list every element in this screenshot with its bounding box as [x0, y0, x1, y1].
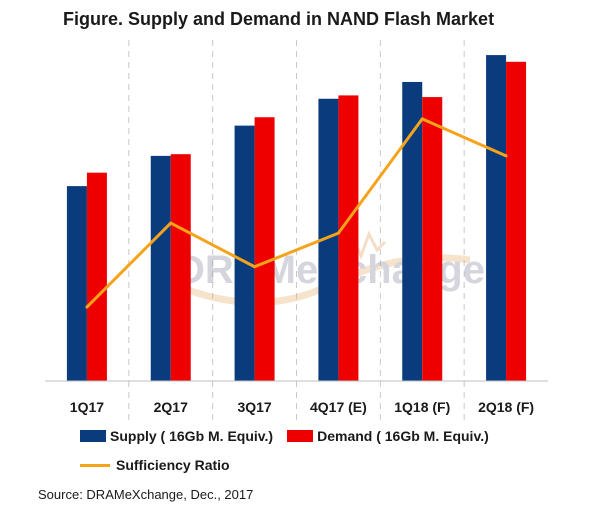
legend-label-supply: Supply ( 16Gb M. Equiv.): [110, 428, 274, 444]
sufficiency-ratio-point: [253, 265, 257, 269]
legend-row-1: Supply ( 16Gb M. Equiv.) Demand ( 16Gb M…: [80, 428, 489, 444]
bar-demand: [338, 95, 359, 382]
legend-label-demand: Demand ( 16Gb M. Equiv.): [317, 428, 489, 444]
legend-swatch-supply: [80, 430, 106, 442]
legend-label-sufficiency: Sufficiency Ratio: [116, 457, 230, 473]
bar-demand: [254, 117, 275, 382]
bar-demand: [422, 97, 443, 381]
x-tick-label: 3Q17: [237, 399, 271, 415]
legend-swatch-sufficiency: [80, 463, 110, 467]
x-tick-label: 2Q18 (F): [478, 399, 534, 415]
sufficiency-ratio-point: [169, 221, 173, 225]
bar-demand: [506, 61, 527, 382]
x-tick-labels: 1Q17 2Q17 3Q17 4Q17 (E) 1Q18 (F) 2Q18 (F): [70, 399, 534, 415]
x-tick-label: 1Q17: [70, 399, 104, 415]
bar-demand: [86, 172, 107, 381]
category-separators: [128, 40, 465, 420]
chart-title: Figure. Supply and Demand in NAND Flash …: [63, 9, 495, 29]
source-note: Source: DRAMeXchange, Dec., 2017: [38, 487, 254, 502]
sufficiency-ratio-point: [504, 154, 508, 158]
x-tick-label: 1Q18 (F): [394, 399, 450, 415]
bars: [66, 55, 527, 382]
sufficiency-ratio-point: [85, 305, 89, 309]
bar-supply: [486, 55, 507, 382]
bar-supply: [234, 125, 255, 381]
bar-supply: [318, 98, 339, 381]
sufficiency-ratio-point: [420, 117, 424, 121]
sufficiency-ratio-point: [336, 231, 340, 235]
bar-supply: [150, 155, 171, 381]
bar-supply: [66, 186, 87, 381]
x-tick-label: 2Q17: [154, 399, 188, 415]
x-tick-label: 4Q17 (E): [310, 399, 367, 415]
bar-demand: [170, 154, 191, 381]
sufficiency-line-layer: [85, 117, 508, 309]
bar-supply: [402, 81, 423, 382]
sufficiency-ratio-line: [85, 117, 507, 309]
legend-swatch-demand: [287, 430, 314, 442]
legend-row-2: Sufficiency Ratio: [80, 457, 230, 473]
